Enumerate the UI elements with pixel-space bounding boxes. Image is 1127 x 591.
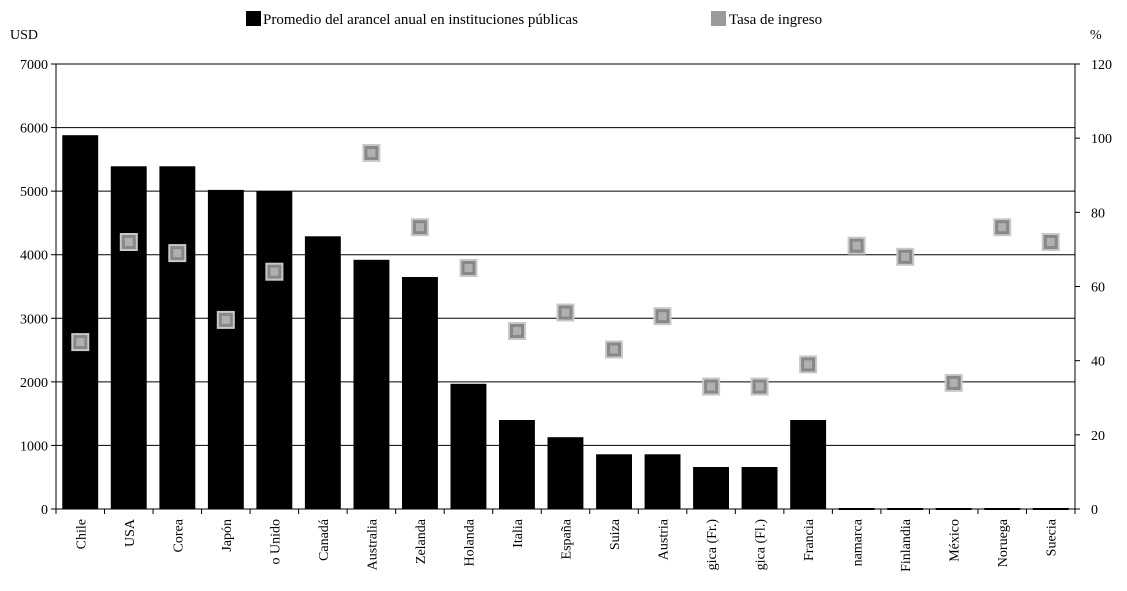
scatter-point-highlight [367,149,376,157]
category-label: gica (Fr.) [705,519,720,571]
category-label: USA [123,518,138,547]
left-tick-label: 7000 [20,58,48,73]
scatter-series [71,144,1060,396]
right-axis-ticks: 0 20 40 60 80 100 120 [1091,58,1112,518]
scatter-point-highlight [513,327,521,335]
scatter-point-highlight [804,360,813,369]
bar [402,277,438,509]
scatter-point-highlight [949,378,958,387]
category-label: Holanda [463,518,478,566]
right-tick-label: 0 [1091,503,1098,518]
category-label: Chile [74,519,89,549]
bar [693,467,729,509]
category-label: Suecia [1045,518,1060,556]
right-tick-label: 80 [1091,206,1105,221]
legend-label-bar: Promedio del arancel anual en institucio… [263,12,578,28]
left-tick-label: 2000 [20,376,48,391]
scatter-point-highlight [270,267,279,276]
bar [450,383,487,509]
category-label: Francia [802,518,817,561]
left-axis-unit: USD [10,28,38,43]
left-tick-label: 3000 [20,312,48,327]
legend-swatch-bar [246,11,261,26]
category-label: Corea [171,518,186,552]
category-label: Noruega [996,518,1011,567]
right-axis-unit: % [1090,28,1102,43]
category-label: o Unido [268,519,283,565]
category-label: Finlandia [899,518,914,572]
category-label: Suiza [608,518,623,550]
bar [790,420,827,509]
legend-label-square: Tasa de ingreso [729,12,822,28]
right-tick-label: 60 [1091,281,1105,296]
left-tick-label: 1000 [20,439,48,454]
right-tick-label: 100 [1091,132,1112,147]
right-tick-label: 120 [1091,58,1112,73]
scatter-point-highlight [852,241,861,250]
category-label: España [560,518,575,559]
category-label: México [948,519,963,562]
category-label: Japón [220,519,235,552]
category-label: gica (Fl.) [754,519,769,571]
legend: Promedio del arancel anual en institucio… [246,11,822,28]
bar [256,191,293,509]
legend-swatch-square [711,11,726,26]
category-label: Italia [511,518,526,548]
left-axis-ticks: 0 1000 2000 3000 4000 5000 6000 7000 [20,58,48,518]
scatter-point-highlight [658,312,667,321]
right-tick-label: 20 [1091,429,1105,444]
category-label: Zelanda [414,518,429,564]
bar [547,437,584,509]
category-label: namarca [851,518,866,566]
axes [51,63,1080,514]
bar [62,135,99,509]
bar [353,259,390,509]
scatter-point-highlight [610,345,618,354]
scatter-point-highlight [415,223,424,232]
scatter-point-highlight [755,382,764,391]
scatter-point-highlight [124,238,133,246]
bar [644,454,681,509]
left-tick-label: 6000 [20,122,48,137]
category-label: Australia [365,518,380,570]
bar [304,236,341,510]
category-label: Canadá [317,518,332,561]
right-tick-label: 40 [1091,355,1105,370]
left-tick-label: 5000 [20,185,48,200]
scatter-point-highlight [173,249,182,258]
scatter-point-highlight [1046,238,1055,246]
bar [741,467,778,509]
bar-series [62,135,1069,510]
category-label: Austria [657,518,672,560]
scatter-point-highlight [221,315,230,324]
bar [499,420,535,509]
scatter-point-highlight [707,382,716,391]
bar [596,454,632,509]
scatter-point-highlight [464,264,473,272]
left-tick-label: 0 [41,503,48,518]
scatter-point-highlight [76,338,85,347]
bar [159,166,196,510]
scatter-point-highlight [561,308,570,317]
scatter-point-highlight [901,252,910,261]
left-tick-label: 4000 [20,249,48,264]
bar [110,166,147,510]
category-labels: Chile USA Corea Japón o Unido Canadá Australia… [74,518,1059,572]
scatter-point-highlight [998,223,1007,232]
bar [207,189,244,509]
